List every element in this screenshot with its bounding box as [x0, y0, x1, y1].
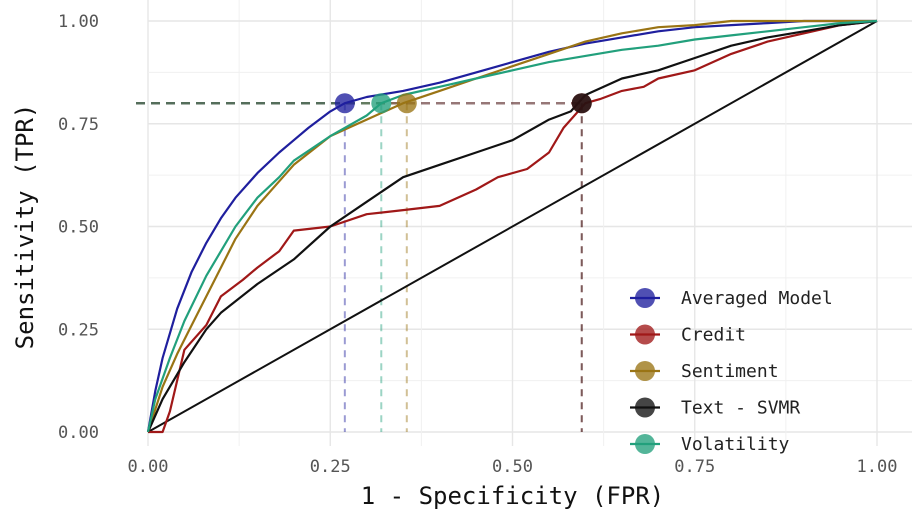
threshold-guides [136, 101, 583, 432]
series-line-text-svmr [146, 19, 878, 433]
reference-diagonal [147, 20, 878, 433]
y-axis-title: Sensitivity (TPR) [11, 104, 39, 350]
legend-item-volatility: Volatility [630, 434, 790, 455]
y-tick-label: 1.00 [58, 12, 99, 32]
x-tick-label: 0.25 [310, 457, 351, 477]
legend-item-credit: Credit [630, 324, 746, 346]
operating-point-sentiment [396, 93, 417, 114]
x-tick-label: 1.00 [857, 457, 898, 477]
legend-key-marker [635, 361, 655, 381]
legend: Averaged Model Credit Sentiment Text - SVMR… [630, 288, 833, 455]
y-tick-label: 0.75 [58, 115, 99, 135]
legend-key-marker [635, 324, 655, 345]
x-tick-label: 0.75 [674, 457, 715, 477]
x-tick-label: 0.50 [492, 457, 533, 477]
grid [147, 0, 912, 446]
operating-point-averaged-model [334, 93, 355, 114]
legend-key-marker [635, 288, 655, 308]
legend-label: Volatility [681, 434, 790, 455]
y-tick-label: 0.00 [58, 423, 99, 443]
legend-item-sentiment: Sentiment [630, 361, 779, 382]
operating-point-volatility [371, 93, 392, 114]
tick-labels: 0.00 0.25 0.50 0.75 1.00 0.00 0.25 0.50 0.75 1.00 [58, 12, 897, 477]
series-line-averaged-model [146, 19, 877, 433]
operating-points [334, 93, 592, 114]
legend-item-averaged-model: Averaged Model [630, 288, 833, 309]
legend-label: Credit [681, 325, 746, 346]
operating-point-text-svmr [571, 93, 592, 114]
y-tick-label: 0.25 [58, 320, 99, 340]
y-tick-label: 0.50 [58, 218, 99, 238]
x-tick-label: 0.00 [128, 457, 169, 477]
legend-key-marker [635, 434, 655, 454]
legend-label: Averaged Model [681, 288, 833, 309]
series-line-credit [148, 19, 878, 434]
x-axis-title: 1 - Specificity (FPR) [361, 482, 664, 510]
legend-item-text-svmr: Text - SVMR [630, 397, 800, 419]
legend-label: Sentiment [681, 361, 779, 382]
legend-key-marker [635, 397, 655, 418]
legend-label: Text - SVMR [681, 398, 800, 419]
